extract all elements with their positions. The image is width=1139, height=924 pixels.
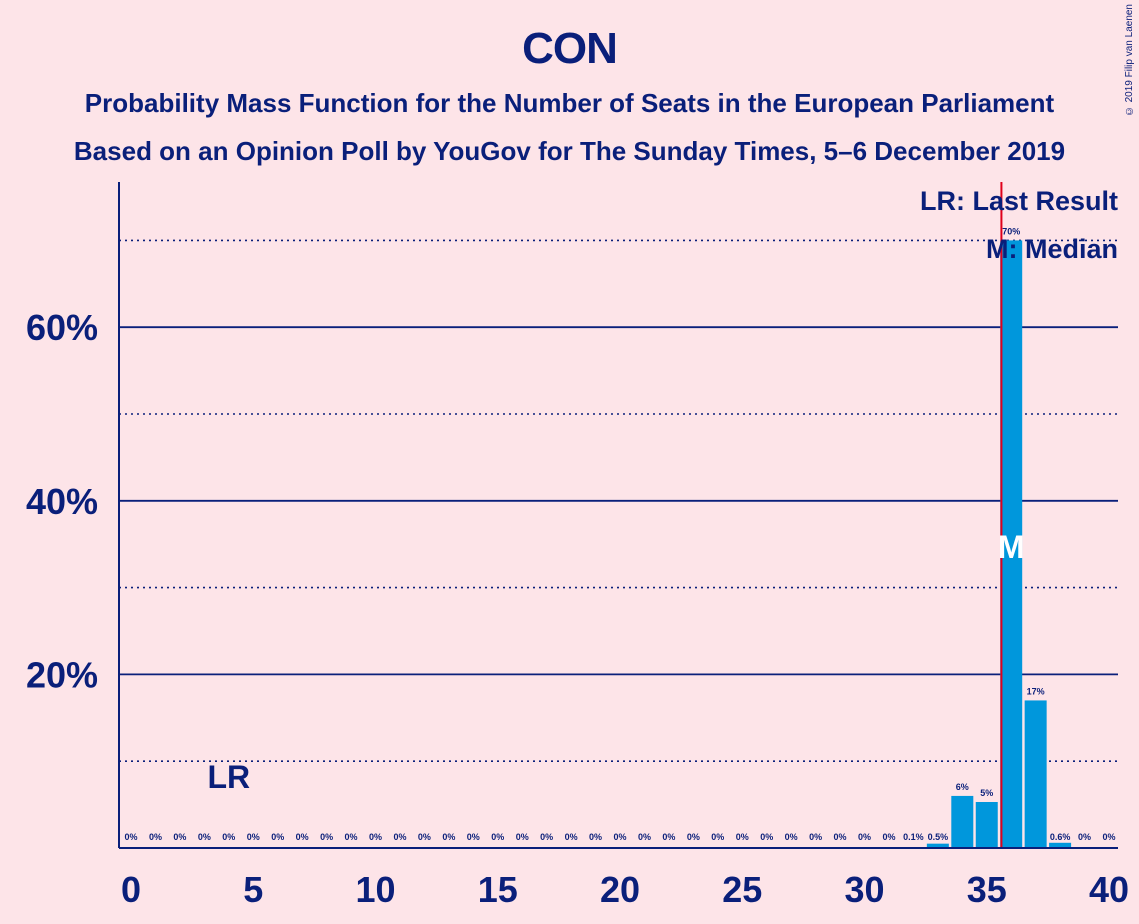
data-label-seat-36: 70% [1002,226,1020,236]
data-label-seat-38: 0.6% [1050,832,1071,842]
data-label-seat-15: 0% [491,832,504,842]
grid-lines [119,239,1118,763]
x-tick-label: 30 [844,869,884,910]
data-label-seat-9: 0% [345,832,358,842]
data-label-seat-24: 0% [711,832,724,842]
bar-seat-34 [951,795,974,848]
last-result-marker: LR [207,759,250,795]
data-label-seat-18: 0% [565,832,578,842]
data-label-seat-12: 0% [418,832,431,842]
x-tick-label: 5 [243,869,263,910]
data-label-seat-34: 6% [956,782,969,792]
x-tick-label: 0 [121,869,141,910]
data-label-seat-3: 0% [198,832,211,842]
data-label-seat-0: 0% [124,832,137,842]
legend-last-result: LR: Last Result [920,186,1118,216]
data-label-seat-28: 0% [809,832,822,842]
data-label-seat-14: 0% [467,832,480,842]
data-label-seat-25: 0% [736,832,749,842]
data-label-seat-13: 0% [442,832,455,842]
chart-subtitle-2: Based on an Opinion Poll by YouGov for T… [73,136,1066,166]
median-marker: M [998,529,1025,565]
data-label-seat-23: 0% [687,832,700,842]
data-label-seat-31: 0% [882,832,895,842]
y-tick-label: 40% [26,481,98,522]
data-label-seat-8: 0% [320,832,333,842]
data-label-seat-37: 17% [1027,686,1045,696]
bar-seat-35 [975,801,998,848]
y-tick-label: 20% [26,654,98,695]
legend-median: M: Median [986,234,1118,264]
chart-title: CON [522,24,618,73]
x-tick-label: 35 [967,869,1007,910]
data-label-seat-40: 0% [1102,832,1115,842]
axes: LR M 20% 40% 60% 0 5 10 15 20 25 30 35 40 [26,182,1129,910]
y-tick-label: 60% [26,307,98,348]
data-label-seat-2: 0% [173,832,186,842]
data-label-seat-5: 0% [247,832,260,842]
chart-subtitle-1: Probability Mass Function for the Number… [84,88,1055,118]
bar-seat-33 [926,843,949,848]
data-label-seat-6: 0% [271,832,284,842]
data-label-seat-39: 0% [1078,832,1091,842]
data-label-seat-27: 0% [785,832,798,842]
bar-seat-38 [1049,842,1072,848]
x-tick-label: 20 [600,869,640,910]
data-label-seat-11: 0% [393,832,406,842]
data-label-seat-21: 0% [638,832,651,842]
data-label-seat-30: 0% [858,832,871,842]
data-label-seat-33: 0.5% [928,832,949,842]
bars [902,240,1072,848]
data-label-seat-35: 5% [980,788,993,798]
data-label-seat-26: 0% [760,832,773,842]
x-tick-label: 25 [722,869,762,910]
data-label-seat-29: 0% [834,832,847,842]
data-label-seat-32: 0.1% [903,832,924,842]
data-label-seat-17: 0% [540,832,553,842]
bar-seat-37 [1024,700,1047,848]
data-label-seat-19: 0% [589,832,602,842]
data-labels: 0% 0% 0% 0% 0% 0% 0% 0% 0% 0% 0% 0% 0% 0% 0% 0% 0% 0% 0% 0%… [124,226,1115,842]
data-label-seat-16: 0% [516,832,529,842]
x-tick-label: 10 [355,869,395,910]
data-label-seat-4: 0% [222,832,235,842]
data-label-seat-10: 0% [369,832,382,842]
legend: LR: Last Result M: Median [920,186,1118,264]
x-tick-label: 15 [478,869,518,910]
bar-seat-36 [1000,240,1023,848]
data-label-seat-20: 0% [613,832,626,842]
data-label-seat-1: 0% [149,832,162,842]
data-label-seat-7: 0% [296,832,309,842]
data-label-seat-22: 0% [662,832,675,842]
x-tick-label: 40 [1089,869,1129,910]
